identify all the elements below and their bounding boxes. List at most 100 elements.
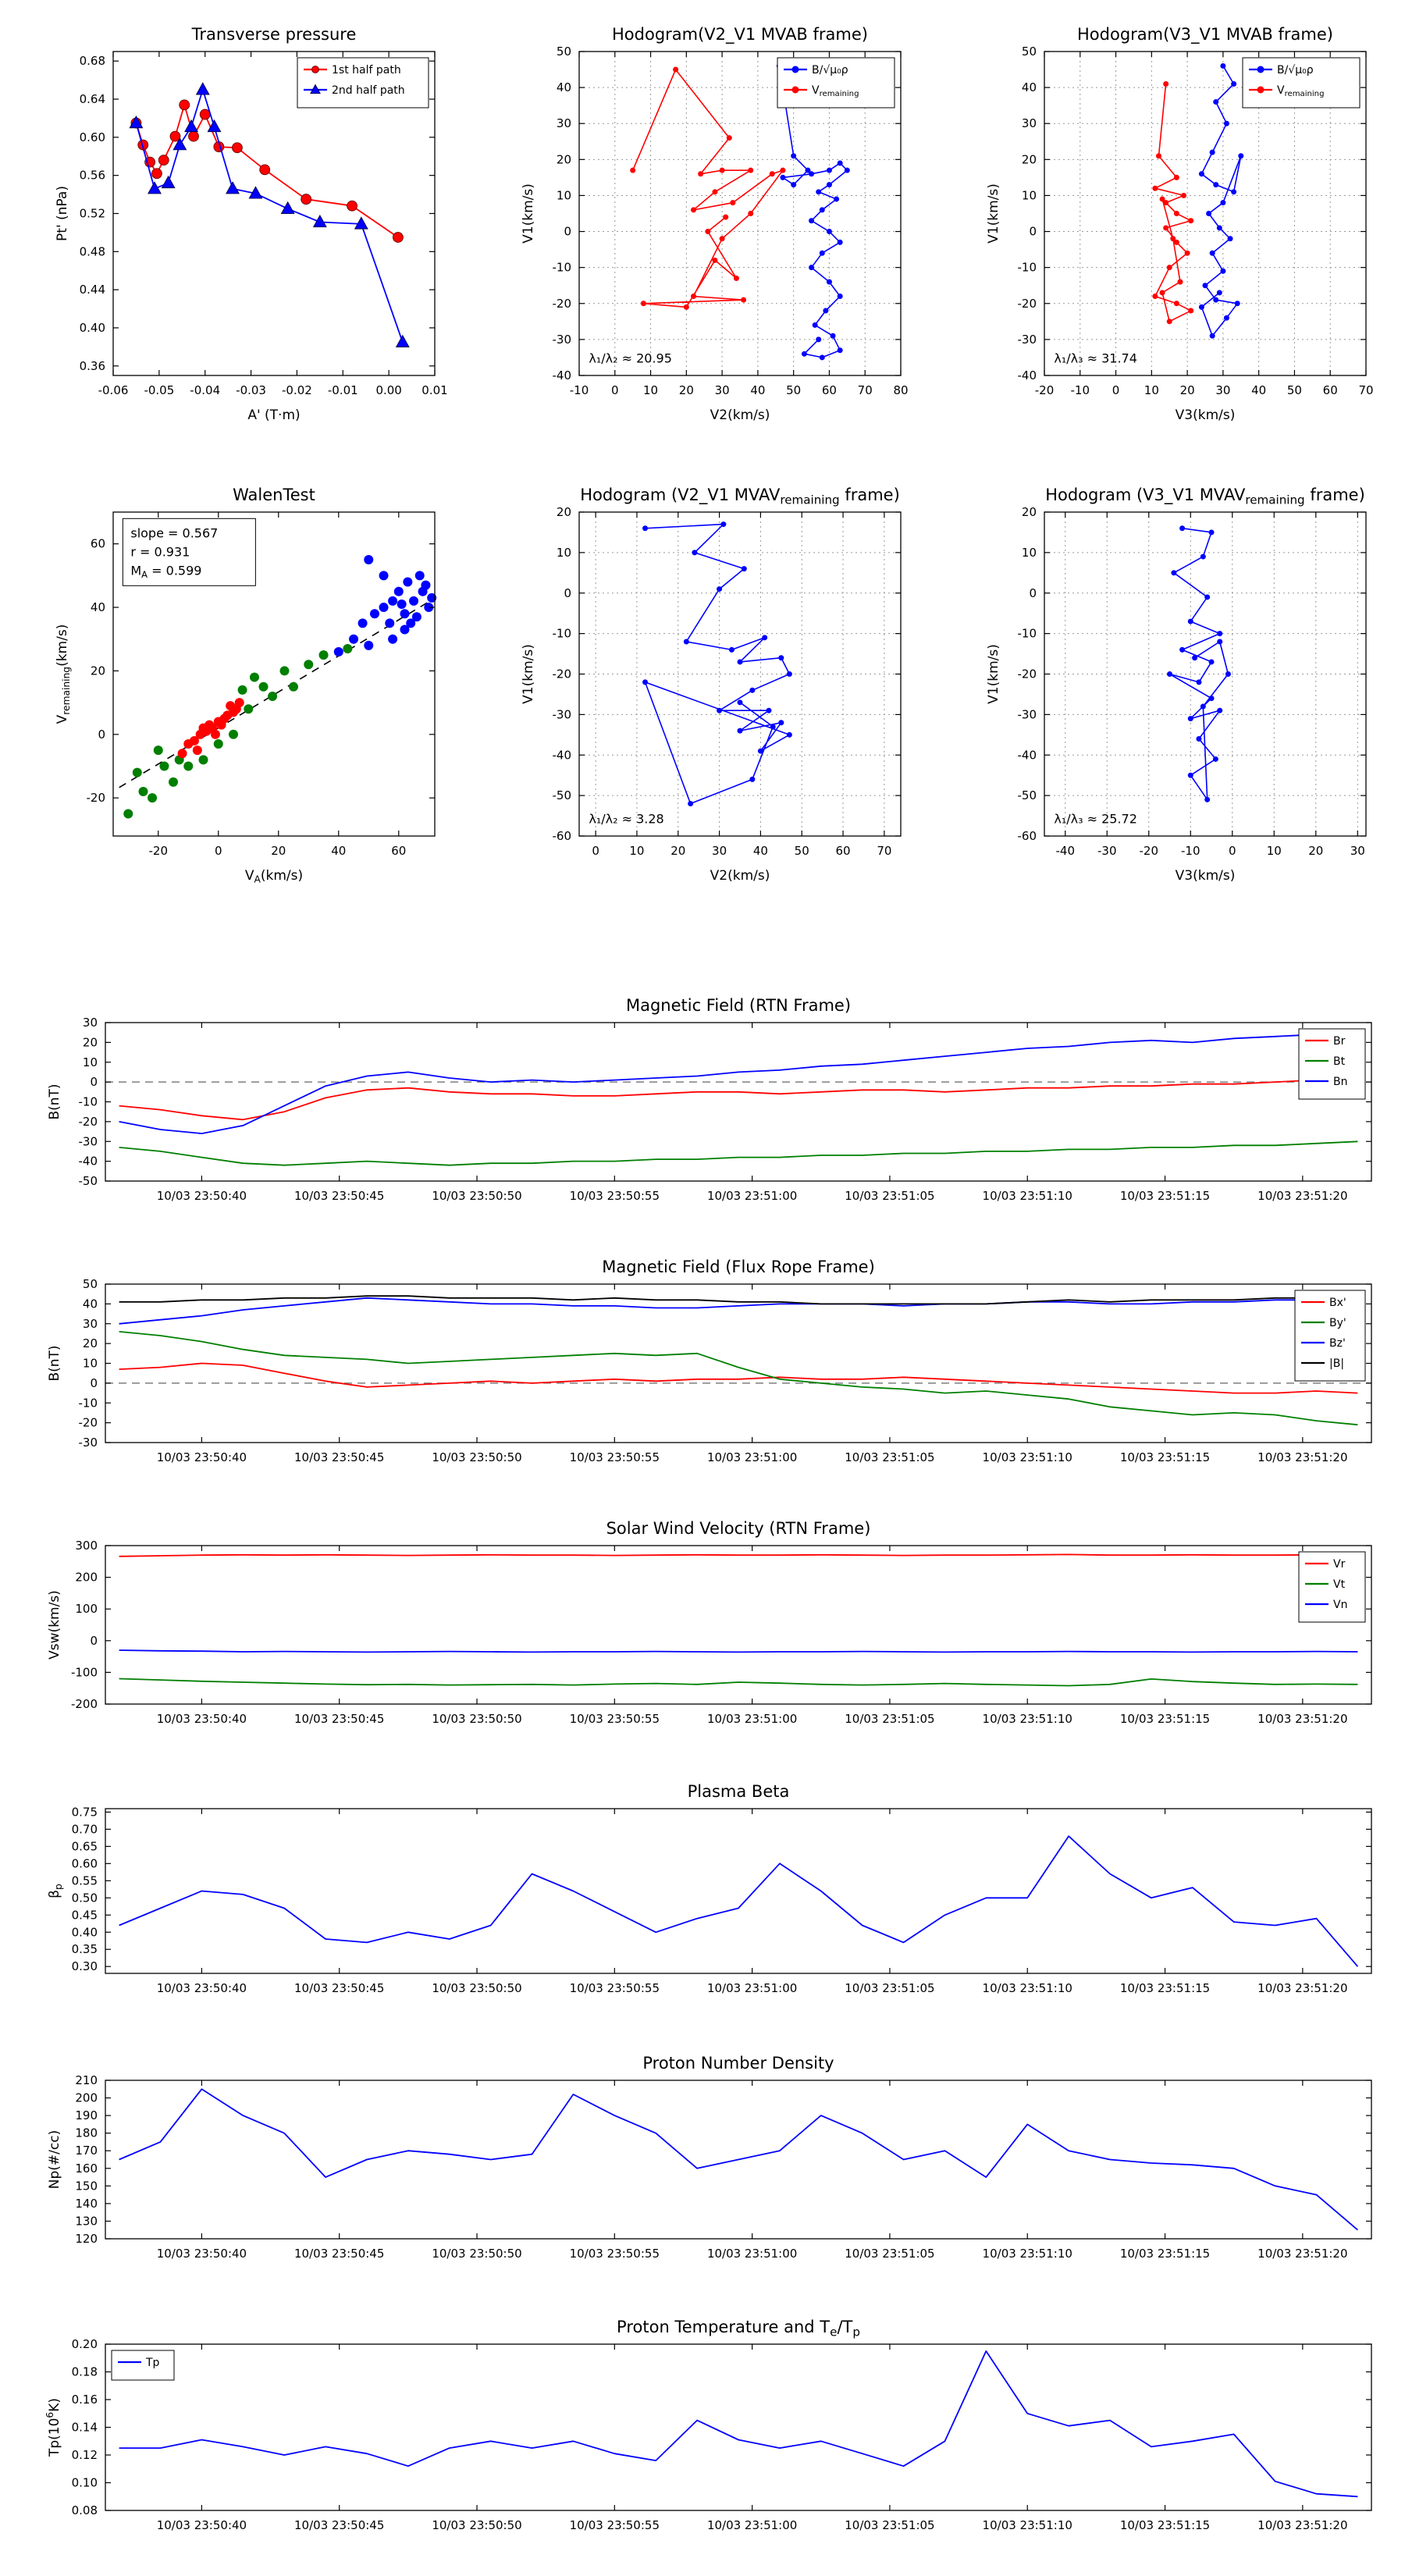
transverse-pressure-chart: -0.06 -0.05 -0.04 -0.03 -0.02 -0.01 0.00 0.01 0.… — [35, 14, 449, 439]
svg-text:-0.06: -0.06 — [98, 383, 129, 397]
svg-text:50: 50 — [795, 844, 809, 858]
svg-text:10/03 23:50:55: 10/03 23:50:55 — [570, 2518, 660, 2532]
svg-text:B(nT): B(nT) — [47, 1083, 62, 1119]
svg-text:Vremaining(km/s): Vremaining(km/s) — [55, 624, 72, 724]
svg-text:20: 20 — [83, 1035, 98, 1049]
svg-text:0: 0 — [98, 728, 105, 742]
svg-text:βp: βp — [47, 1884, 64, 1898]
svg-text:0: 0 — [1029, 225, 1037, 239]
svg-text:10/03 23:50:40: 10/03 23:50:40 — [157, 2247, 247, 2261]
svg-text:-40: -40 — [553, 368, 572, 382]
svg-text:30: 30 — [83, 1016, 98, 1030]
svg-text:Hodogram (V2_V1 MVAVremaining: Hodogram (V2_V1 MVAVremaining frame) — [580, 486, 900, 507]
svg-text:0.36: 0.36 — [80, 359, 105, 373]
svg-text:-50: -50 — [79, 1174, 98, 1188]
svg-text:Proton Number Density: Proton Number Density — [642, 2054, 834, 2073]
svg-text:-40: -40 — [1018, 368, 1037, 382]
svg-text:-10: -10 — [1181, 844, 1200, 858]
svg-text:10/03 23:51:05: 10/03 23:51:05 — [845, 2247, 934, 2261]
svg-text:Tp: Tp — [145, 2357, 160, 2369]
svg-text:V1(km/s): V1(km/s) — [986, 644, 1001, 704]
svg-text:VA(km/s): VA(km/s) — [245, 868, 303, 885]
svg-text:0.50: 0.50 — [72, 1891, 98, 1905]
svg-text:0.70: 0.70 — [72, 1822, 98, 1836]
svg-text:50: 50 — [786, 383, 801, 397]
svg-text:40: 40 — [83, 1297, 98, 1311]
svg-text:200: 200 — [75, 1571, 98, 1585]
svg-text:70: 70 — [1358, 383, 1373, 397]
svg-text:10/03 23:51:00: 10/03 23:51:00 — [707, 2247, 797, 2261]
svg-text:-20: -20 — [1140, 844, 1159, 858]
svg-text:0: 0 — [1229, 844, 1236, 858]
svg-text:20: 20 — [1022, 152, 1037, 166]
svg-text:0: 0 — [1029, 586, 1037, 600]
svg-text:10/03 23:50:40: 10/03 23:50:40 — [157, 1189, 247, 1203]
svg-text:Bt: Bt — [1333, 1055, 1346, 1068]
svg-text:10/03 23:51:10: 10/03 23:51:10 — [983, 2518, 1072, 2532]
svg-text:10/03 23:50:50: 10/03 23:50:50 — [432, 1712, 521, 1726]
svg-text:10/03 23:51:05: 10/03 23:51:05 — [845, 1981, 934, 1995]
svg-text:10: 10 — [643, 383, 658, 397]
svg-text:V2(km/s): V2(km/s) — [710, 868, 770, 884]
svg-text:-60: -60 — [1018, 829, 1037, 843]
svg-text:0: 0 — [564, 586, 571, 600]
svg-text:0.16: 0.16 — [72, 2393, 98, 2407]
svg-text:0.68: 0.68 — [80, 54, 105, 68]
svg-text:30: 30 — [712, 844, 727, 858]
svg-text:120: 120 — [75, 2232, 98, 2246]
svg-text:160: 160 — [75, 2161, 98, 2176]
svg-text:10: 10 — [557, 188, 571, 202]
svg-text:20: 20 — [670, 844, 685, 858]
svg-text:10/03 23:50:50: 10/03 23:50:50 — [432, 1450, 521, 1464]
svg-text:130: 130 — [75, 2214, 98, 2228]
svg-text:0.14: 0.14 — [72, 2421, 98, 2435]
svg-text:50: 50 — [1287, 383, 1302, 397]
svg-text:70: 70 — [877, 844, 891, 858]
svg-text:Vt: Vt — [1333, 1578, 1346, 1591]
svg-text:-20: -20 — [1018, 667, 1037, 681]
svg-text:10/03 23:51:05: 10/03 23:51:05 — [845, 1450, 934, 1464]
svg-text:V3(km/s): V3(km/s) — [1176, 407, 1236, 423]
svg-text:By': By' — [1329, 1317, 1346, 1329]
svg-text:0.40: 0.40 — [80, 321, 105, 335]
svg-text:B(nT): B(nT) — [47, 1345, 62, 1381]
svg-text:0.60: 0.60 — [72, 1856, 98, 1870]
svg-text:0: 0 — [1112, 383, 1120, 397]
svg-text:10/03 23:50:50: 10/03 23:50:50 — [432, 1189, 521, 1203]
svg-text:B/√μ₀ρ: B/√μ₀ρ — [812, 64, 848, 76]
svg-text:1st half path: 1st half path — [332, 64, 401, 76]
svg-text:-0.01: -0.01 — [328, 383, 358, 397]
svg-text:10/03 23:51:05: 10/03 23:51:05 — [845, 1189, 934, 1203]
svg-text:0: 0 — [611, 383, 619, 397]
svg-text:-10: -10 — [1018, 261, 1037, 275]
svg-text:Bz': Bz' — [1329, 1337, 1346, 1350]
svg-text:10/03 23:51:00: 10/03 23:51:00 — [707, 1450, 797, 1464]
svg-text:0.45: 0.45 — [72, 1908, 98, 1922]
svg-text:80: 80 — [893, 383, 908, 397]
svg-text:Hodogram (V3_V1 MVAVremaining: Hodogram (V3_V1 MVAVremaining frame) — [1045, 486, 1365, 507]
svg-text:10/03 23:51:15: 10/03 23:51:15 — [1120, 1450, 1210, 1464]
svg-text:30: 30 — [1350, 844, 1365, 858]
svg-text:10/03 23:51:15: 10/03 23:51:15 — [1120, 2518, 1210, 2532]
svg-text:Solar Wind Velocity (RTN Frame: Solar Wind Velocity (RTN Frame) — [606, 1519, 871, 1538]
svg-text:-0.05: -0.05 — [144, 383, 174, 397]
svg-text:10: 10 — [1144, 383, 1159, 397]
svg-text:Br: Br — [1333, 1035, 1346, 1048]
proton-number-density-chart: 10/03 23:50:40 10/03 23:50:45 10/03 23:50:… — [31, 2045, 1393, 2279]
svg-text:10: 10 — [1267, 844, 1282, 858]
svg-text:-0.03: -0.03 — [236, 383, 266, 397]
svg-text:Hodogram(V3_V1 MVAB frame): Hodogram(V3_V1 MVAB frame) — [1077, 25, 1333, 44]
svg-text:10/03 23:50:45: 10/03 23:50:45 — [294, 1189, 384, 1203]
svg-text:10/03 23:50:50: 10/03 23:50:50 — [432, 2247, 521, 2261]
svg-text:30: 30 — [715, 383, 730, 397]
svg-text:V3(km/s): V3(km/s) — [1176, 868, 1236, 884]
svg-text:20: 20 — [83, 1336, 98, 1350]
svg-text:10: 10 — [1022, 188, 1037, 202]
svg-text:Vremaining: Vremaining — [812, 84, 859, 98]
svg-text:10/03 23:51:15: 10/03 23:51:15 — [1120, 1189, 1210, 1203]
svg-text:10/03 23:51:20: 10/03 23:51:20 — [1257, 1189, 1347, 1203]
svg-text:40: 40 — [753, 844, 768, 858]
svg-text:0.55: 0.55 — [72, 1873, 98, 1888]
svg-text:-30: -30 — [553, 333, 572, 347]
svg-text:-20: -20 — [1018, 297, 1037, 311]
